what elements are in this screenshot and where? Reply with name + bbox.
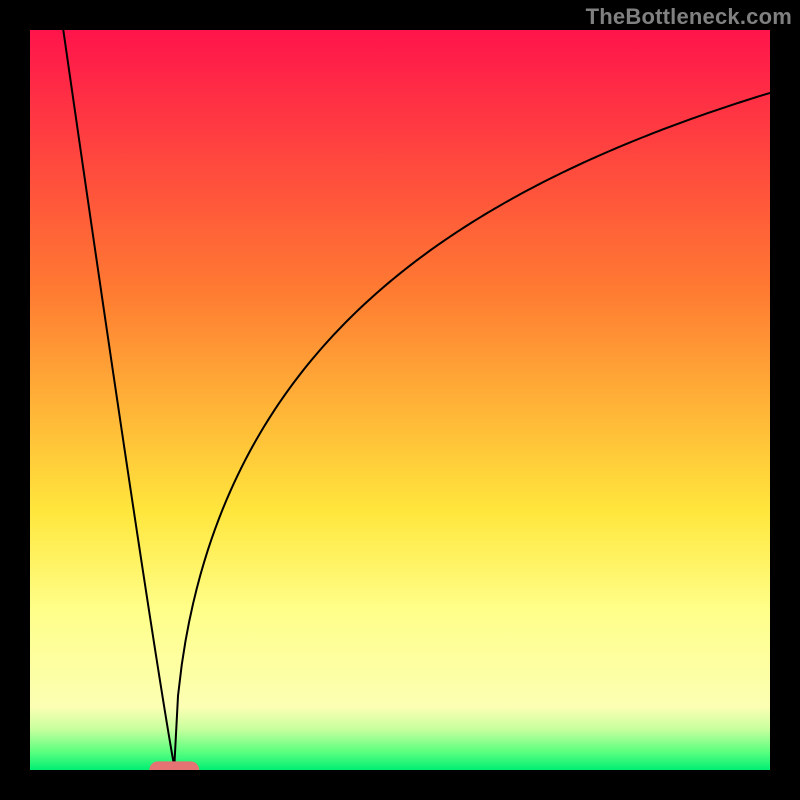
chart-container: TheBottleneck.com (0, 0, 800, 800)
watermark-label: TheBottleneck.com (586, 4, 792, 30)
chart-background (30, 30, 770, 770)
bottleneck-chart (30, 30, 770, 770)
optimal-marker (150, 762, 199, 770)
